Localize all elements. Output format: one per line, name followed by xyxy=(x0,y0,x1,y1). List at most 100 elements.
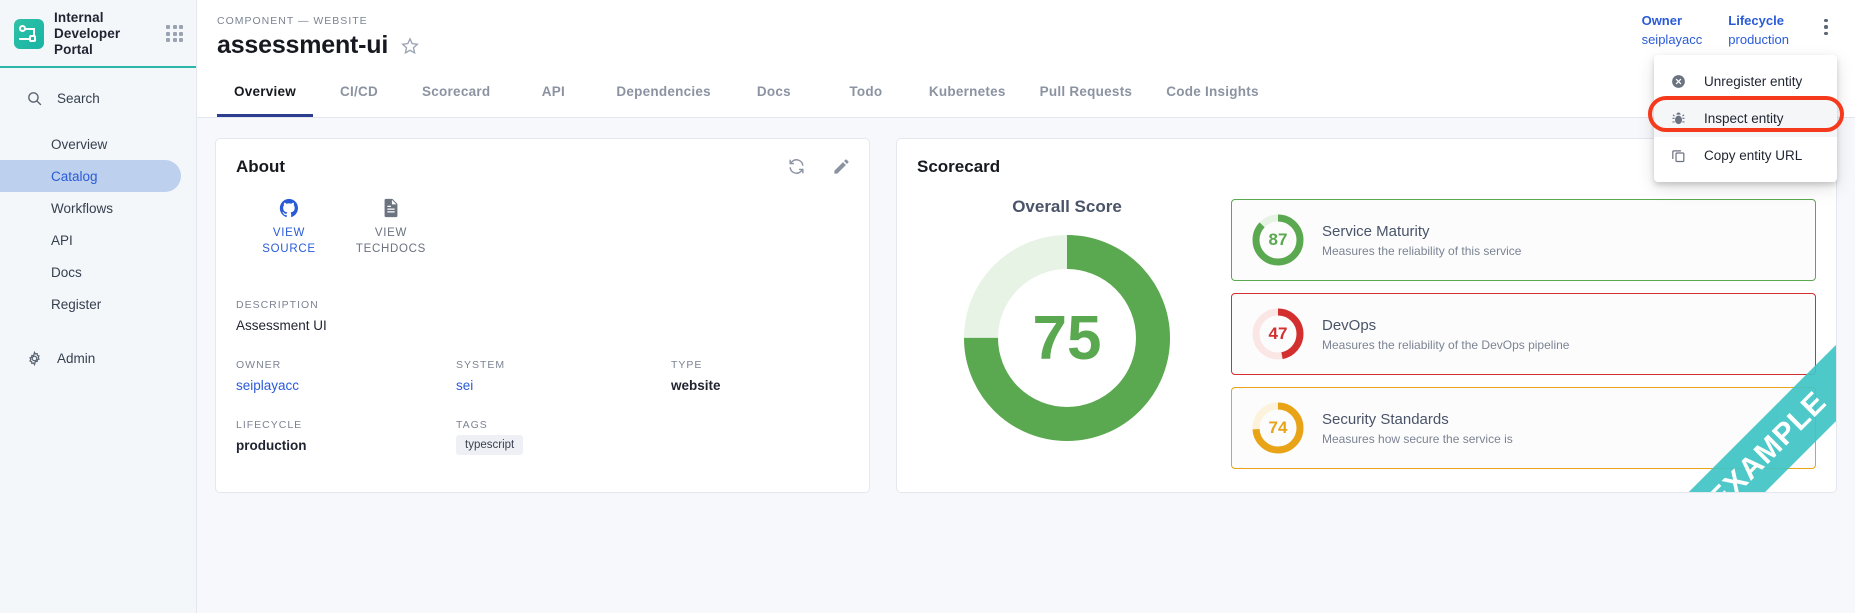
star-outline-icon[interactable] xyxy=(400,36,420,56)
tab-dependencies[interactable]: Dependencies xyxy=(599,68,728,117)
sidebar-item-overview[interactable]: Overview xyxy=(0,128,196,160)
menu-item-copy-entity-url[interactable]: Copy entity URL xyxy=(1654,137,1837,174)
tab-label: Scorecard xyxy=(422,83,491,99)
sidebar-item-register[interactable]: Register xyxy=(0,288,196,320)
lifecycle-block[interactable]: Lifecycle production xyxy=(1728,12,1789,50)
scorecard-title: Scorecard xyxy=(917,157,1001,176)
owner-value[interactable]: seiplayacc xyxy=(1641,31,1703,47)
tab-overview[interactable]: Overview xyxy=(217,68,314,117)
menu-item-inspect-entity[interactable]: Inspect entity xyxy=(1654,100,1837,137)
lifecycle-field-label: LIFECYCLE xyxy=(236,419,303,432)
score-category-security-standards[interactable]: 74 Security Standards Measures how secur… xyxy=(1231,387,1816,469)
content-area: About xyxy=(197,118,1855,613)
tab-kubernetes[interactable]: Kubernetes xyxy=(912,68,1023,117)
title-row: assessment-ui xyxy=(217,31,1835,60)
tab-label: Docs xyxy=(756,83,791,99)
lifecycle-field-value: production xyxy=(236,438,307,454)
tab-cicd[interactable]: CI/CD xyxy=(313,68,405,117)
tab-api[interactable]: API xyxy=(507,68,599,117)
sidebar-item-label: Search xyxy=(57,90,100,106)
entity-tabs: Overview CI/CD Scorecard API Dependencie… xyxy=(197,68,1855,118)
tab-label: Dependencies xyxy=(616,83,711,99)
overall-score-value: 75 xyxy=(1032,303,1102,373)
about-fields-grid: OWNER seiplayacc SYSTEM sei TYPE website… xyxy=(236,359,849,456)
sidebar-item-workflows[interactable]: Workflows xyxy=(0,192,196,224)
sidebar-item-catalog[interactable]: Catalog xyxy=(0,160,181,192)
kebab-menu-icon[interactable] xyxy=(1815,14,1837,40)
refresh-icon[interactable] xyxy=(787,157,806,176)
brand-header[interactable]: Internal Developer Portal xyxy=(0,0,196,68)
bug-icon xyxy=(1670,110,1688,128)
about-card: About xyxy=(215,138,870,493)
sidebar-item-label: Catalog xyxy=(51,168,98,184)
spacer-cell xyxy=(671,419,849,455)
devops-text: DevOps Measures the reliability of the D… xyxy=(1322,317,1569,352)
view-techdocs-button[interactable]: VIEW TECHDOCS xyxy=(352,195,430,257)
nav-divider xyxy=(0,320,196,342)
system-field: SYSTEM sei xyxy=(456,359,671,393)
menu-item-unregister-entity[interactable]: Unregister entity xyxy=(1654,63,1837,100)
tab-scorecard[interactable]: Scorecard xyxy=(405,68,507,117)
sidebar-item-label: Workflows xyxy=(51,200,114,216)
tab-label: Pull Requests xyxy=(1039,83,1133,99)
lifecycle-value[interactable]: production xyxy=(1728,31,1789,47)
menu-item-label: Inspect entity xyxy=(1704,111,1784,126)
system-field-value[interactable]: sei xyxy=(456,378,474,394)
tab-pull-requests[interactable]: Pull Requests xyxy=(1023,68,1150,117)
service-maturity-name: Service Maturity xyxy=(1322,222,1430,240)
devops-value: 47 xyxy=(1268,324,1288,343)
type-field-label: TYPE xyxy=(671,359,703,372)
copy-icon xyxy=(1670,147,1688,165)
sidebar-item-search[interactable]: Search xyxy=(0,82,196,114)
view-techdocs-label: VIEW TECHDOCS xyxy=(355,227,427,255)
sidebar-item-label: Overview xyxy=(51,136,108,152)
portal-logo-icon xyxy=(14,19,44,49)
tab-code-insights[interactable]: Code Insights xyxy=(1149,68,1276,117)
scorecard-card: Scorecard Tier Overall Score xyxy=(896,138,1837,493)
devops-donut: 47 xyxy=(1250,306,1306,362)
type-field-value: website xyxy=(671,378,721,394)
sidebar-item-docs[interactable]: Docs xyxy=(0,256,196,288)
devops-desc: Measures the reliability of the DevOps p… xyxy=(1322,337,1570,352)
owner-field-value[interactable]: seiplayacc xyxy=(236,378,300,394)
breadcrumb: COMPONENT — WEBSITE xyxy=(217,15,368,27)
page-header: COMPONENT — WEBSITE assessment-ui Owner … xyxy=(197,0,1855,68)
tab-label: CI/CD xyxy=(340,83,379,99)
pencil-icon[interactable] xyxy=(832,157,851,176)
service-maturity-donut: 87 xyxy=(1250,212,1306,268)
tag-chip[interactable]: typescript xyxy=(456,435,524,456)
lifecycle-label: Lifecycle xyxy=(1728,13,1784,28)
owner-block[interactable]: Owner seiplayacc xyxy=(1642,12,1703,50)
tags-field: TAGS typescript xyxy=(456,419,671,456)
gear-icon xyxy=(26,350,43,367)
owner-field: OWNER seiplayacc xyxy=(236,359,456,393)
brand-title: Internal Developer Portal xyxy=(54,10,121,57)
security-standards-donut: 74 xyxy=(1250,400,1306,456)
overall-score-block: Overall Score 75 xyxy=(917,197,1217,469)
tab-label: Todo xyxy=(849,83,883,99)
view-source-label: VIEW SOURCE xyxy=(262,227,316,255)
about-actions xyxy=(787,157,851,176)
service-maturity-value: 87 xyxy=(1268,230,1288,249)
lifecycle-field: LIFECYCLE production xyxy=(236,419,456,455)
tab-docs[interactable]: Docs xyxy=(728,68,820,117)
sidebar-item-api[interactable]: API xyxy=(0,224,196,256)
apps-grid-icon[interactable] xyxy=(166,25,184,43)
owner-field-label: OWNER xyxy=(236,359,282,372)
search-icon xyxy=(26,90,43,107)
view-source-button[interactable]: VIEW SOURCE xyxy=(250,195,328,257)
cancel-circle-icon xyxy=(1670,73,1688,91)
score-category-devops[interactable]: 47 DevOps Measures the reliability of th… xyxy=(1231,293,1816,375)
entity-context-menu: Unregister entity Inspect entity xyxy=(1648,55,1844,182)
security-standards-desc: Measures how secure the service is xyxy=(1322,431,1513,446)
sidebar-nav: Search Overview Catalog Workflows API Do… xyxy=(0,68,196,374)
document-icon xyxy=(352,195,430,221)
security-standards-text: Security Standards Measures how secure t… xyxy=(1322,411,1513,446)
score-category-service-maturity[interactable]: 87 Service Maturity Measures the reliabi… xyxy=(1231,199,1816,281)
overall-donut-wrap: 75 xyxy=(917,231,1217,445)
tab-todo[interactable]: Todo xyxy=(820,68,912,117)
tab-label: API xyxy=(541,83,565,99)
sidebar-item-label: Docs xyxy=(51,264,82,280)
sidebar-item-admin[interactable]: Admin xyxy=(0,342,196,374)
overall-score-donut: 75 xyxy=(960,231,1174,445)
